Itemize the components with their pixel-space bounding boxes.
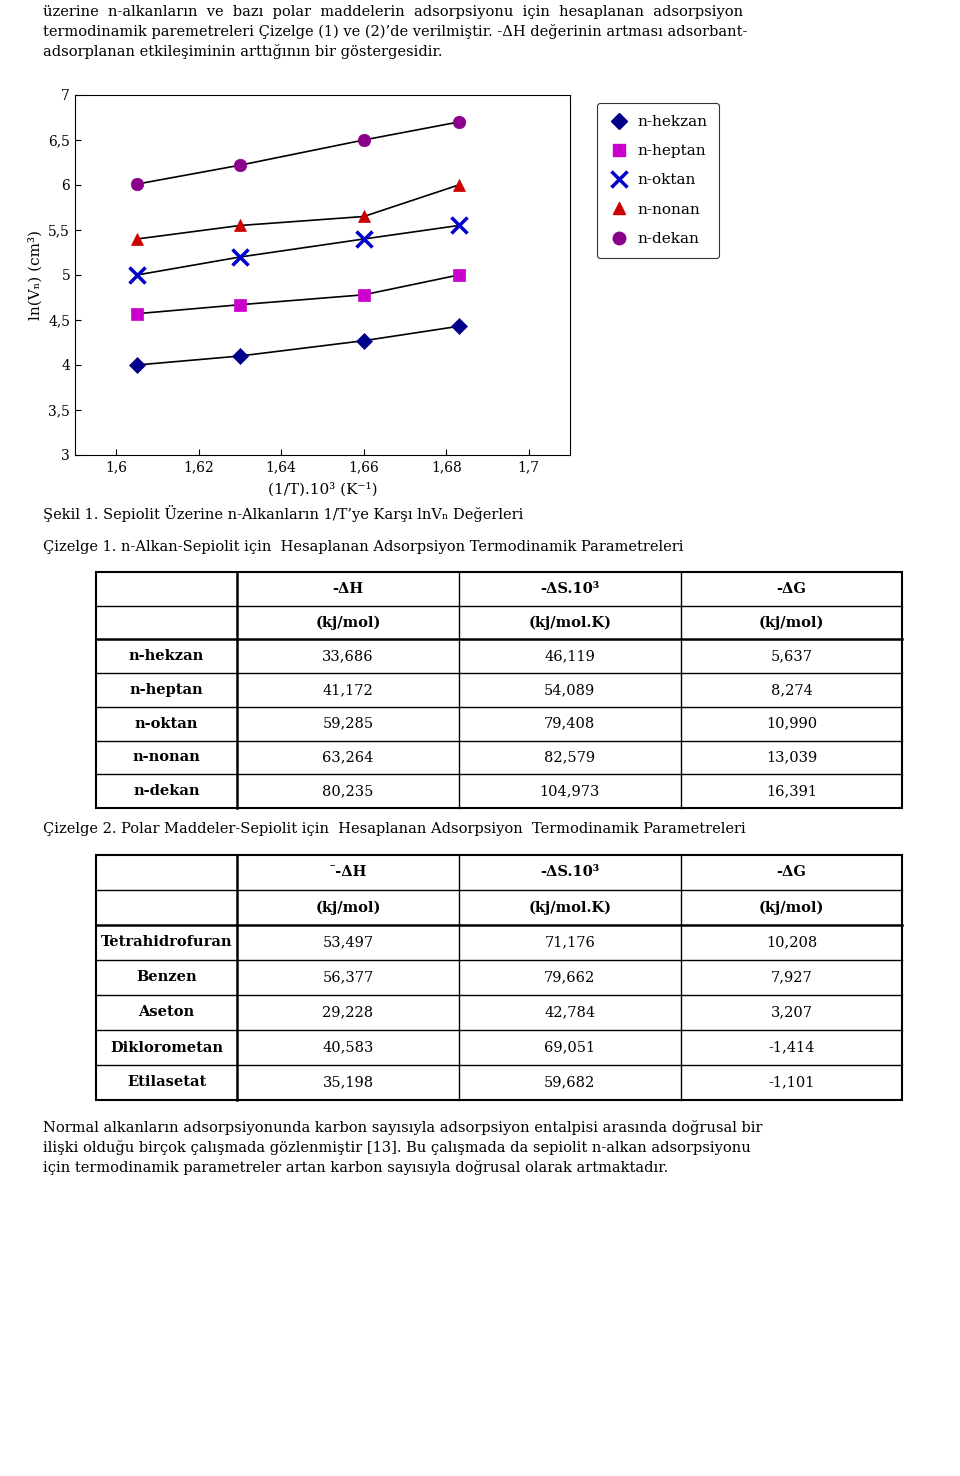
Text: 33,686: 33,686 (323, 649, 373, 663)
Text: Şekil 1. Sepiolit Üzerine n-Alkanların 1/T’ye Karşı lnVₙ Değerleri: Şekil 1. Sepiolit Üzerine n-Alkanların 1… (43, 505, 523, 523)
Text: n-oktan: n-oktan (134, 717, 199, 731)
Text: 79,408: 79,408 (544, 717, 595, 731)
Y-axis label: ln(Vₙ) (cm³): ln(Vₙ) (cm³) (28, 230, 42, 320)
Text: Tetrahidrofuran: Tetrahidrofuran (101, 936, 232, 949)
Text: 79,662: 79,662 (544, 971, 595, 984)
Text: 46,119: 46,119 (544, 649, 595, 663)
Text: -ΔH: -ΔH (332, 582, 364, 596)
Text: 63,264: 63,264 (323, 750, 373, 765)
Text: 82,579: 82,579 (544, 750, 595, 765)
Text: 10,208: 10,208 (766, 936, 817, 949)
Text: 54,089: 54,089 (544, 683, 595, 697)
Text: (kj/mol.K): (kj/mol.K) (528, 615, 612, 630)
Text: Etilasetat: Etilasetat (127, 1076, 206, 1089)
Text: 41,172: 41,172 (323, 683, 373, 697)
Text: Benzen: Benzen (136, 971, 197, 984)
Text: (kj/mol): (kj/mol) (758, 900, 825, 915)
Text: n-nonan: n-nonan (132, 750, 201, 765)
X-axis label: (1/T).10³ (K⁻¹): (1/T).10³ (K⁻¹) (268, 483, 377, 496)
Text: 59,285: 59,285 (323, 717, 373, 731)
Text: 29,228: 29,228 (323, 1005, 373, 1020)
Text: 16,391: 16,391 (766, 784, 817, 799)
Text: 8,274: 8,274 (771, 683, 812, 697)
Text: 5,637: 5,637 (771, 649, 812, 663)
Text: 40,583: 40,583 (323, 1041, 373, 1054)
Text: Aseton: Aseton (138, 1005, 195, 1020)
Text: 53,497: 53,497 (323, 936, 373, 949)
Text: (kj/mol.K): (kj/mol.K) (528, 900, 612, 915)
Text: Diklorometan: Diklorometan (110, 1041, 223, 1054)
Text: üzerine  n-alkanların  ve  bazı  polar  maddelerin  adsorpsiyonu  için  hesaplan: üzerine n-alkanların ve bazı polar madde… (43, 4, 748, 59)
Text: 71,176: 71,176 (544, 936, 595, 949)
Text: (kj/mol): (kj/mol) (758, 615, 825, 630)
Text: -1,414: -1,414 (768, 1041, 815, 1054)
Text: 3,207: 3,207 (771, 1005, 812, 1020)
Text: -ΔS.10³: -ΔS.10³ (540, 582, 599, 596)
Text: 35,198: 35,198 (323, 1076, 373, 1089)
Text: (kj/mol): (kj/mol) (315, 615, 381, 630)
Text: Çizelge 1. n-Alkan-Sepiolit için  Hesaplanan Adsorpsiyon Termodinamik Parametrel: Çizelge 1. n-Alkan-Sepiolit için Hesapla… (43, 540, 684, 554)
Text: -1,101: -1,101 (768, 1076, 815, 1089)
Text: Normal alkanların adsorpsiyonunda karbon sayısıyla adsorpsiyon entalpisi arasınd: Normal alkanların adsorpsiyonunda karbon… (43, 1120, 762, 1175)
Text: n-dekan: n-dekan (133, 784, 200, 799)
Legend: n-hekzan, n-heptan, n-oktan, n-nonan, n-dekan: n-hekzan, n-heptan, n-oktan, n-nonan, n-… (597, 103, 719, 258)
Text: n-heptan: n-heptan (130, 683, 204, 697)
Text: 7,927: 7,927 (771, 971, 812, 984)
Text: 59,682: 59,682 (544, 1076, 595, 1089)
Text: 42,784: 42,784 (544, 1005, 595, 1020)
Text: -ΔG: -ΔG (777, 865, 806, 880)
Text: n-hekzan: n-hekzan (129, 649, 204, 663)
Text: 10,990: 10,990 (766, 717, 817, 731)
Text: 80,235: 80,235 (323, 784, 373, 799)
Text: 56,377: 56,377 (323, 971, 373, 984)
Text: 13,039: 13,039 (766, 750, 817, 765)
Text: ¯-ΔH: ¯-ΔH (329, 865, 367, 880)
Text: 69,051: 69,051 (544, 1041, 595, 1054)
Text: -ΔG: -ΔG (777, 582, 806, 596)
Text: (kj/mol): (kj/mol) (315, 900, 381, 915)
Text: 104,973: 104,973 (540, 784, 600, 799)
Text: -ΔS.10³: -ΔS.10³ (540, 865, 599, 880)
Text: Çizelge 2. Polar Maddeler-Sepiolit için  Hesaplanan Adsorpsiyon  Termodinamik Pa: Çizelge 2. Polar Maddeler-Sepiolit için … (43, 822, 746, 835)
